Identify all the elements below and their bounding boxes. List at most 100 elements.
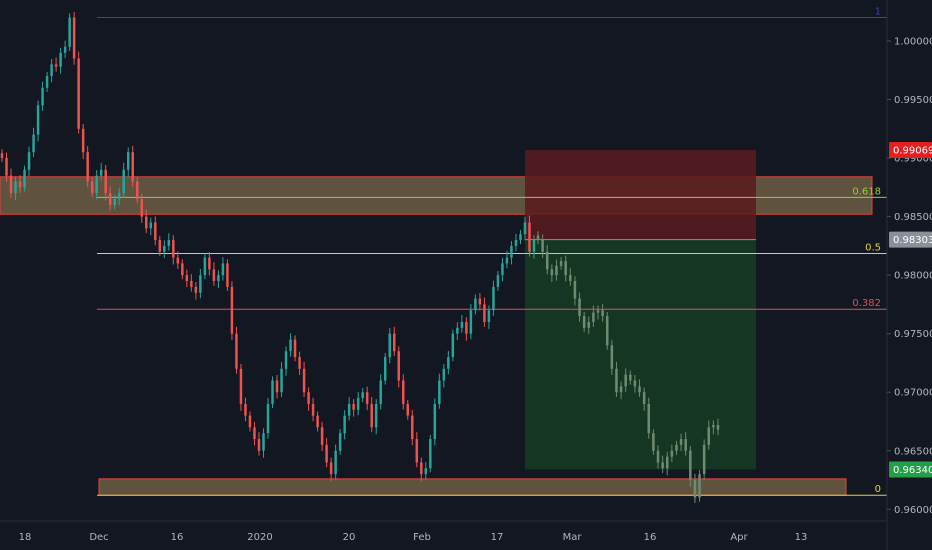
candle-60: [271, 376, 274, 409]
candle-70: [316, 411, 319, 432]
projection-candle-30: [675, 440, 678, 455]
candle-112: [505, 250, 509, 269]
candle-100: [451, 329, 455, 362]
candle-91: [411, 410, 414, 446]
candle-35: [158, 235, 162, 256]
price-layer: [0, 12, 536, 482]
price-tags: 0.99069 0.98303 0.96340: [889, 141, 932, 478]
price-tag-2: 0.96340: [889, 461, 932, 478]
candle-23: [104, 164, 107, 201]
projection-candle-33: [689, 445, 692, 487]
projection-candle-7: [569, 268, 572, 286]
candle-92: [415, 432, 419, 468]
candle-29: [131, 145, 134, 187]
fib-label-3: 0.382: [852, 298, 881, 309]
projection-candle-11: [587, 316, 591, 335]
candle-83: [374, 399, 378, 435]
candle-59: [266, 397, 270, 439]
fib-layer: 1 0.618 0.5 0.382 0: [97, 7, 887, 496]
x-tick-4: 20: [343, 532, 356, 543]
projection-candle-8: [573, 276, 577, 306]
projection-candle-20: [629, 370, 632, 385]
candle-28: [126, 147, 130, 177]
projection-candle-5: [559, 256, 563, 270]
candle-36: [163, 240, 166, 258]
y-tick-0: 1.00000: [894, 36, 932, 47]
candle-46: [208, 252, 211, 276]
y-tick-8: 0.96000: [894, 505, 932, 516]
candle-93: [420, 457, 423, 482]
candle-41: [185, 269, 189, 288]
projection-candle-12: [592, 305, 595, 327]
y-tick-2: 0.99000: [894, 154, 932, 165]
candle-16: [72, 12, 76, 65]
candle-24: [108, 186, 112, 211]
candle-107: [483, 297, 486, 327]
candle-84: [379, 374, 382, 410]
projection-candle-13: [596, 305, 600, 320]
projection-candle-17: [615, 361, 618, 398]
candle-30: [136, 177, 139, 204]
support-zone: [98, 478, 847, 496]
price-tag-label-0: 0.99069: [893, 145, 932, 156]
candle-57: [257, 432, 261, 456]
candle-89: [402, 374, 405, 410]
projection-candle-28: [665, 451, 669, 476]
projection-candle-19: [624, 368, 627, 392]
projection-candle-31: [679, 433, 683, 452]
y-tick-1: 0.99500: [894, 95, 932, 106]
fib-label-4: 0: [875, 484, 881, 495]
candle-63: [284, 346, 288, 376]
candle-78: [352, 399, 355, 417]
candle-69: [311, 397, 315, 422]
candle-9: [41, 81, 44, 111]
projection-candle-21: [633, 375, 637, 393]
candle-117: [528, 215, 531, 257]
price-tag-label-1: 0.98303: [893, 235, 932, 246]
projection-layer: [536, 231, 720, 504]
projection-candle-16: [610, 339, 614, 376]
candle-43: [194, 282, 198, 300]
projection-candle-27: [661, 455, 664, 474]
candle-14: [63, 40, 67, 59]
candle-118: [532, 235, 536, 259]
projection-candle-9: [578, 292, 581, 322]
candle-116: [523, 216, 527, 241]
candle-13: [59, 47, 62, 74]
price-axis: 1.00000 0.99500 0.99000 0.98500 0.98000 0.975…: [887, 36, 932, 516]
x-tick-0: 18: [19, 532, 32, 543]
candle-3: [14, 176, 17, 201]
candle-39: [176, 251, 180, 269]
candle-32: [145, 209, 148, 234]
candle-58: [262, 428, 265, 458]
projection-candle-25: [652, 429, 655, 455]
projection-candle-0: [536, 231, 540, 245]
candle-88: [397, 346, 400, 388]
candle-106: [478, 293, 482, 311]
x-tick-1: Dec: [89, 532, 108, 543]
candle-75: [338, 429, 342, 455]
candle-27: [122, 162, 125, 198]
candle-115: [519, 230, 522, 245]
candle-55: [248, 411, 252, 432]
x-tick-10: 13: [795, 532, 808, 543]
candle-64: [289, 333, 292, 357]
candle-94: [424, 462, 428, 480]
candle-34: [154, 216, 157, 246]
projection-candle-36: [702, 439, 706, 481]
x-tick-6: 17: [491, 532, 504, 543]
candle-82: [370, 397, 373, 433]
candle-12: [54, 57, 58, 72]
candle-25: [113, 194, 116, 209]
y-tick-3: 0.98500: [894, 212, 932, 223]
candle-44: [199, 268, 202, 299]
candle-72: [325, 437, 328, 468]
take-profit-box: [525, 239, 756, 470]
candle-18: [81, 123, 85, 160]
projection-candle-23: [642, 387, 646, 411]
candle-15: [68, 13, 71, 51]
projection-candle-1: [541, 234, 544, 258]
